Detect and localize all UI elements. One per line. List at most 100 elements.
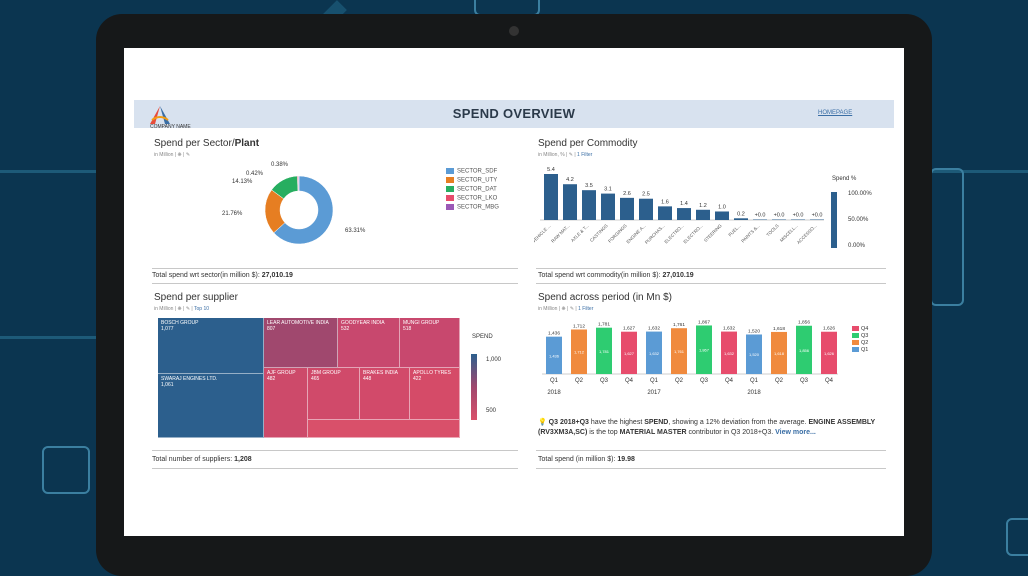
- treemap-cell[interactable]: SWARAJ ENGINES LTD. 1,061: [158, 374, 264, 438]
- sector-legend-item[interactable]: SECTOR_UTY: [446, 177, 497, 184]
- commodity-filter-link[interactable]: 1 Filter: [577, 152, 593, 158]
- commodity-bar[interactable]: [715, 211, 729, 220]
- period-legend-item[interactable]: Q1: [852, 347, 868, 353]
- sector-legend-item[interactable]: SECTOR_SDF: [446, 168, 497, 175]
- edit-icon[interactable]: ✎: [568, 152, 573, 158]
- divider: [152, 283, 518, 284]
- treemap-cell[interactable]: APOLLO TYRES 422: [410, 368, 460, 420]
- period-bar[interactable]: [621, 331, 637, 374]
- treemap-cell[interactable]: BRAKES INDIA 448: [360, 368, 410, 420]
- sector-title-a: Spend per Sector/: [154, 138, 235, 149]
- period-bar[interactable]: [746, 334, 762, 374]
- divider: [152, 268, 518, 269]
- legend-label: Q3: [861, 333, 869, 339]
- period-bar-label: 1,712: [573, 323, 585, 329]
- commodity-bar[interactable]: [658, 206, 672, 220]
- commodity-category-label: RAW MAT...: [550, 223, 571, 244]
- legend-label: Q2: [861, 340, 869, 346]
- donut-slice-sector-sdf[interactable]: [273, 175, 334, 245]
- period-legend-item[interactable]: Q3: [852, 333, 868, 339]
- edit-icon[interactable]: ✎: [569, 306, 575, 312]
- supplier-spend: 807: [267, 326, 276, 332]
- treemap-cell[interactable]: GOODYEAR INDIA 532: [338, 318, 400, 368]
- sector-legend-item[interactable]: SECTOR_DAT: [446, 186, 497, 193]
- settings-icon[interactable]: ❋: [561, 306, 566, 312]
- supplier-spend: 422: [413, 376, 422, 382]
- commodity-category-label: FUEL...: [727, 223, 741, 237]
- period-bar-label: 1,626: [823, 326, 835, 332]
- commodity-bar[interactable]: [791, 219, 805, 221]
- insight-text-2: , showing a 12% deviation from the avera…: [668, 419, 809, 426]
- commodity-bar[interactable]: [544, 174, 558, 220]
- period-bar[interactable]: [721, 331, 737, 374]
- treemap-cell[interactable]: [308, 420, 460, 438]
- supplier-unit: in Million: [154, 306, 174, 312]
- view-more-link[interactable]: View more...: [775, 429, 816, 436]
- commodity-bar[interactable]: [563, 184, 577, 220]
- period-bar-inner-label: 1,761: [674, 349, 685, 354]
- commodity-bar[interactable]: [677, 208, 691, 220]
- edit-icon[interactable]: ✎: [185, 306, 191, 312]
- page-title: SPEND OVERVIEW: [452, 106, 576, 121]
- commodity-bar[interactable]: [639, 198, 653, 220]
- supplier-name: APOLLO TYRES: [413, 370, 451, 376]
- period-bar-inner-label: 1,632: [649, 351, 660, 356]
- treemap-cell[interactable]: MUNGI GROUP 518: [400, 318, 460, 368]
- period-legend-item[interactable]: Q4: [852, 326, 868, 332]
- commodity-bar[interactable]: [734, 218, 748, 220]
- period-bar[interactable]: [796, 325, 812, 374]
- commodity-bar[interactable]: [696, 209, 710, 220]
- supplier-name: BRAKES INDIA: [363, 370, 399, 376]
- homepage-link[interactable]: HOMEPAGE: [818, 110, 853, 116]
- commodity-category-label: CASTINGS: [589, 223, 609, 243]
- background-line: [932, 170, 1028, 173]
- commodity-category-label: VEHICLE ...: [534, 223, 552, 244]
- commodity-bar[interactable]: [620, 197, 634, 220]
- commodity-bar-label: 1.6: [661, 199, 669, 205]
- divider: [536, 268, 886, 269]
- period-bar[interactable]: [671, 328, 687, 374]
- commodity-bar[interactable]: [601, 193, 615, 220]
- period-bar[interactable]: [696, 325, 712, 374]
- commodity-bar-label: 0.2: [737, 211, 745, 217]
- donut-slice-sector-mbg[interactable]: [297, 175, 300, 192]
- period-bar[interactable]: [596, 327, 612, 374]
- period-bar[interactable]: [546, 336, 562, 374]
- period-bar-inner-label: 1,627: [624, 351, 635, 356]
- commodity-bar-label: 2.6: [623, 191, 631, 197]
- commodity-bar[interactable]: [772, 219, 786, 221]
- supplier-spend: 1,061: [161, 382, 174, 388]
- divider: [536, 450, 886, 451]
- period-footer-label: Total spend (in million $):: [538, 456, 616, 463]
- period-bar[interactable]: [571, 329, 587, 374]
- settings-icon[interactable]: ❋: [177, 306, 182, 312]
- sector-legend-item[interactable]: SECTOR_MBG: [446, 204, 499, 211]
- period-legend-item[interactable]: Q2: [852, 340, 868, 346]
- commodity-bar-label: 3.5: [585, 183, 593, 189]
- sector-legend-item[interactable]: SECTOR_LKO: [446, 195, 497, 202]
- period-bar[interactable]: [646, 331, 662, 374]
- pct-tick: 100.00%: [848, 191, 872, 197]
- insight-text-3: is the top: [587, 429, 620, 436]
- treemap-cell[interactable]: BOSCH GROUP 1,077: [158, 318, 264, 374]
- treemap-cell[interactable]: JBM GROUP 465: [308, 368, 360, 420]
- commodity-bar[interactable]: [753, 219, 767, 221]
- settings-icon[interactable]: ❋: [177, 152, 182, 158]
- supplier-footer-value: 1,208: [234, 456, 252, 463]
- period-bar-label: 1,520: [748, 328, 760, 334]
- legend-label: SECTOR_UTY: [457, 177, 498, 184]
- period-bar-label: 1,867: [698, 319, 710, 325]
- treemap-cell[interactable]: LEAR AUTOMOTIVE INDIA 807: [264, 318, 338, 368]
- period-filter-link[interactable]: 1 Filter: [578, 306, 594, 312]
- treemap-cell[interactable]: AJF GROUP 482: [264, 368, 308, 438]
- period-quarter-label: Q3: [600, 378, 609, 384]
- period-bar[interactable]: [821, 331, 837, 374]
- supplier-filter-link[interactable]: Top 10: [194, 306, 210, 312]
- period-bar[interactable]: [771, 331, 787, 374]
- sector-subtitle: in Million | ❋ | ✎: [154, 152, 191, 158]
- commodity-bar[interactable]: [810, 219, 824, 221]
- supplier-spend: 448: [363, 376, 372, 382]
- edit-icon[interactable]: ✎: [185, 152, 191, 158]
- legend-swatch: [446, 186, 454, 192]
- commodity-bar[interactable]: [582, 190, 596, 220]
